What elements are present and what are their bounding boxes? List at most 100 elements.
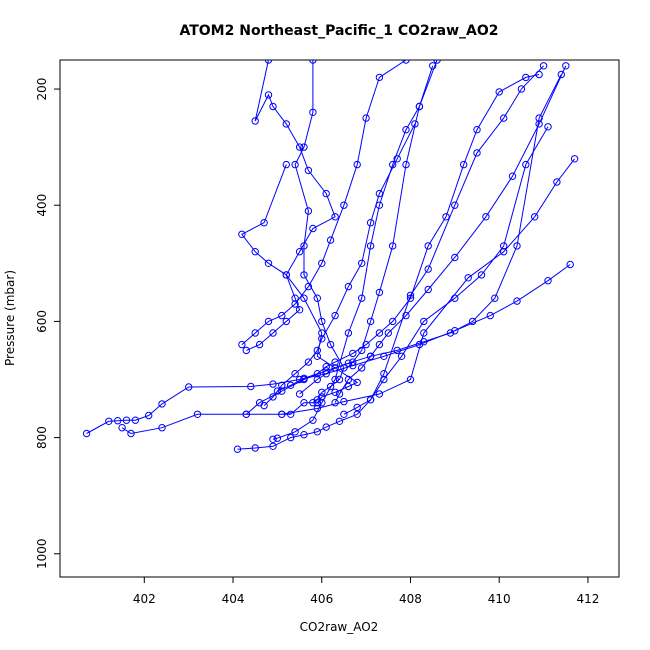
x-axis: 402 404 406 408 410 412 <box>133 577 599 606</box>
data-point <box>322 423 330 431</box>
data-point <box>366 396 375 404</box>
data-point <box>335 375 344 384</box>
data-point <box>473 149 481 157</box>
data-point <box>269 380 277 388</box>
data-point <box>375 390 384 398</box>
data-point <box>260 219 268 227</box>
data-point <box>344 359 353 367</box>
data-point <box>326 236 335 244</box>
series-line-9 <box>334 65 567 403</box>
data-point <box>264 91 273 99</box>
data-point <box>295 248 304 256</box>
data-point <box>127 429 135 438</box>
data-point <box>500 114 508 122</box>
data-point <box>269 435 277 443</box>
data-point <box>82 429 91 438</box>
data-point <box>300 294 308 302</box>
data-point <box>424 242 432 250</box>
data-point <box>424 265 432 273</box>
data-point <box>451 327 459 335</box>
series-line-7 <box>277 74 540 392</box>
chart-title: ATOM2 Northeast_Pacific_1 CO2raw_AO2 <box>179 23 498 39</box>
data-point <box>451 201 459 209</box>
data-point <box>433 60 441 64</box>
data-point <box>513 297 521 305</box>
data-point <box>402 60 410 64</box>
data-point <box>273 434 282 442</box>
data-point <box>344 282 353 291</box>
data-point <box>362 114 370 122</box>
data-point <box>322 363 330 371</box>
data-point <box>158 400 166 408</box>
data-point <box>335 417 344 425</box>
data-point <box>375 73 384 82</box>
data-point <box>309 60 317 64</box>
data-point <box>255 340 264 349</box>
data-point <box>295 306 304 314</box>
data-point <box>260 401 268 410</box>
data-point <box>473 126 481 134</box>
data-point <box>340 397 348 406</box>
data-point <box>522 73 530 82</box>
data-point <box>553 178 561 186</box>
data-point <box>295 143 304 151</box>
data-point <box>309 416 317 424</box>
data-point <box>544 277 552 285</box>
data-point <box>353 378 361 387</box>
data-point <box>193 410 202 418</box>
data-point <box>522 160 530 169</box>
data-point <box>331 311 339 320</box>
data-point <box>251 329 259 337</box>
data-point <box>446 329 455 337</box>
data-point <box>282 317 290 326</box>
data-point <box>340 201 348 209</box>
data-point <box>269 102 277 111</box>
data-point <box>375 189 384 198</box>
data-point <box>344 329 353 337</box>
data-point <box>358 346 366 355</box>
series-line-1 <box>86 264 571 434</box>
data-point <box>491 294 499 302</box>
data-point <box>158 424 166 432</box>
data-point <box>300 431 308 439</box>
data-point <box>393 346 401 355</box>
x-tick-label: 412 <box>576 592 599 606</box>
data-point <box>451 294 459 302</box>
data-point <box>185 383 193 391</box>
data-point <box>322 189 330 198</box>
series-layer <box>82 60 579 453</box>
data-point <box>322 367 330 375</box>
data-point <box>406 294 415 302</box>
data-point <box>420 338 428 346</box>
data-point <box>326 382 335 391</box>
data-point <box>264 317 273 326</box>
y-axis-label: Pressure (mbar) <box>3 270 17 366</box>
data-point <box>411 120 419 128</box>
data-point <box>349 358 357 366</box>
data-point <box>313 352 321 360</box>
data-point <box>233 445 242 453</box>
data-point <box>562 62 570 70</box>
data-point <box>366 242 375 250</box>
data-point <box>415 102 424 111</box>
data-point <box>539 62 548 70</box>
data-point <box>264 259 273 267</box>
data-point <box>251 248 259 256</box>
data-point <box>291 294 299 302</box>
data-point <box>105 417 113 425</box>
data-point <box>340 410 348 418</box>
x-tick-label: 404 <box>222 592 245 606</box>
data-point <box>291 370 299 378</box>
data-point <box>300 375 308 384</box>
data-point <box>282 120 290 128</box>
data-point <box>313 294 321 302</box>
data-point <box>282 160 290 169</box>
series-line-2 <box>121 158 575 435</box>
data-point <box>331 358 339 366</box>
y-tick-label: 200 <box>35 78 49 101</box>
data-point <box>366 352 375 360</box>
data-point <box>349 349 357 358</box>
data-point <box>420 317 428 326</box>
data-point <box>566 260 574 269</box>
series-line-12 <box>245 74 562 415</box>
